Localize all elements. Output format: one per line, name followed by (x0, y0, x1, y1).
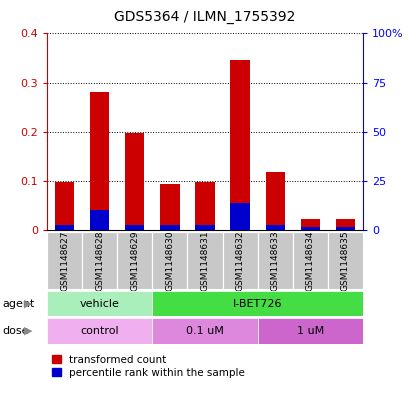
Text: I-BET726: I-BET726 (232, 299, 282, 309)
Text: 0.1 uM: 0.1 uM (186, 326, 223, 336)
Text: agent: agent (2, 299, 34, 309)
Bar (160, 225, 179, 230)
Bar (335, 228, 354, 230)
Text: GSM1148632: GSM1148632 (235, 230, 244, 290)
Text: GSM1148628: GSM1148628 (95, 230, 104, 290)
Text: dose: dose (2, 326, 29, 336)
Bar (160, 184, 179, 230)
Bar (187, 232, 222, 289)
Text: control: control (80, 326, 119, 336)
Bar (257, 232, 292, 289)
Bar (55, 225, 74, 230)
Text: GSM1148630: GSM1148630 (165, 230, 174, 291)
Text: GSM1148634: GSM1148634 (305, 230, 314, 290)
Bar (117, 232, 152, 289)
Bar (47, 318, 152, 344)
Bar (327, 232, 362, 289)
Bar (125, 133, 144, 230)
Text: GSM1148627: GSM1148627 (60, 230, 69, 290)
Bar (90, 210, 109, 230)
Bar (300, 228, 319, 230)
Bar (125, 225, 144, 230)
Bar (195, 225, 214, 230)
Bar (152, 318, 257, 344)
Text: ▶: ▶ (24, 326, 32, 336)
Text: 1 uM: 1 uM (296, 326, 323, 336)
Bar (47, 291, 152, 316)
Bar (152, 291, 362, 316)
Bar (265, 173, 284, 230)
Bar (265, 225, 284, 230)
Text: GSM1148631: GSM1148631 (200, 230, 209, 291)
Bar (82, 232, 117, 289)
Bar (230, 203, 249, 230)
Bar (335, 219, 354, 230)
Text: GSM1148633: GSM1148633 (270, 230, 279, 291)
Text: ▶: ▶ (24, 299, 32, 309)
Bar (222, 232, 257, 289)
Bar (230, 61, 249, 230)
Bar (90, 92, 109, 230)
Bar (257, 318, 362, 344)
Legend: transformed count, percentile rank within the sample: transformed count, percentile rank withi… (52, 355, 244, 378)
Bar (292, 232, 327, 289)
Bar (195, 182, 214, 230)
Text: vehicle: vehicle (80, 299, 119, 309)
Bar (47, 232, 82, 289)
Text: GSM1148629: GSM1148629 (130, 230, 139, 290)
Bar (55, 182, 74, 230)
Bar (152, 232, 187, 289)
Text: GSM1148635: GSM1148635 (340, 230, 349, 291)
Text: GDS5364 / ILMN_1755392: GDS5364 / ILMN_1755392 (114, 10, 295, 24)
Bar (300, 219, 319, 230)
